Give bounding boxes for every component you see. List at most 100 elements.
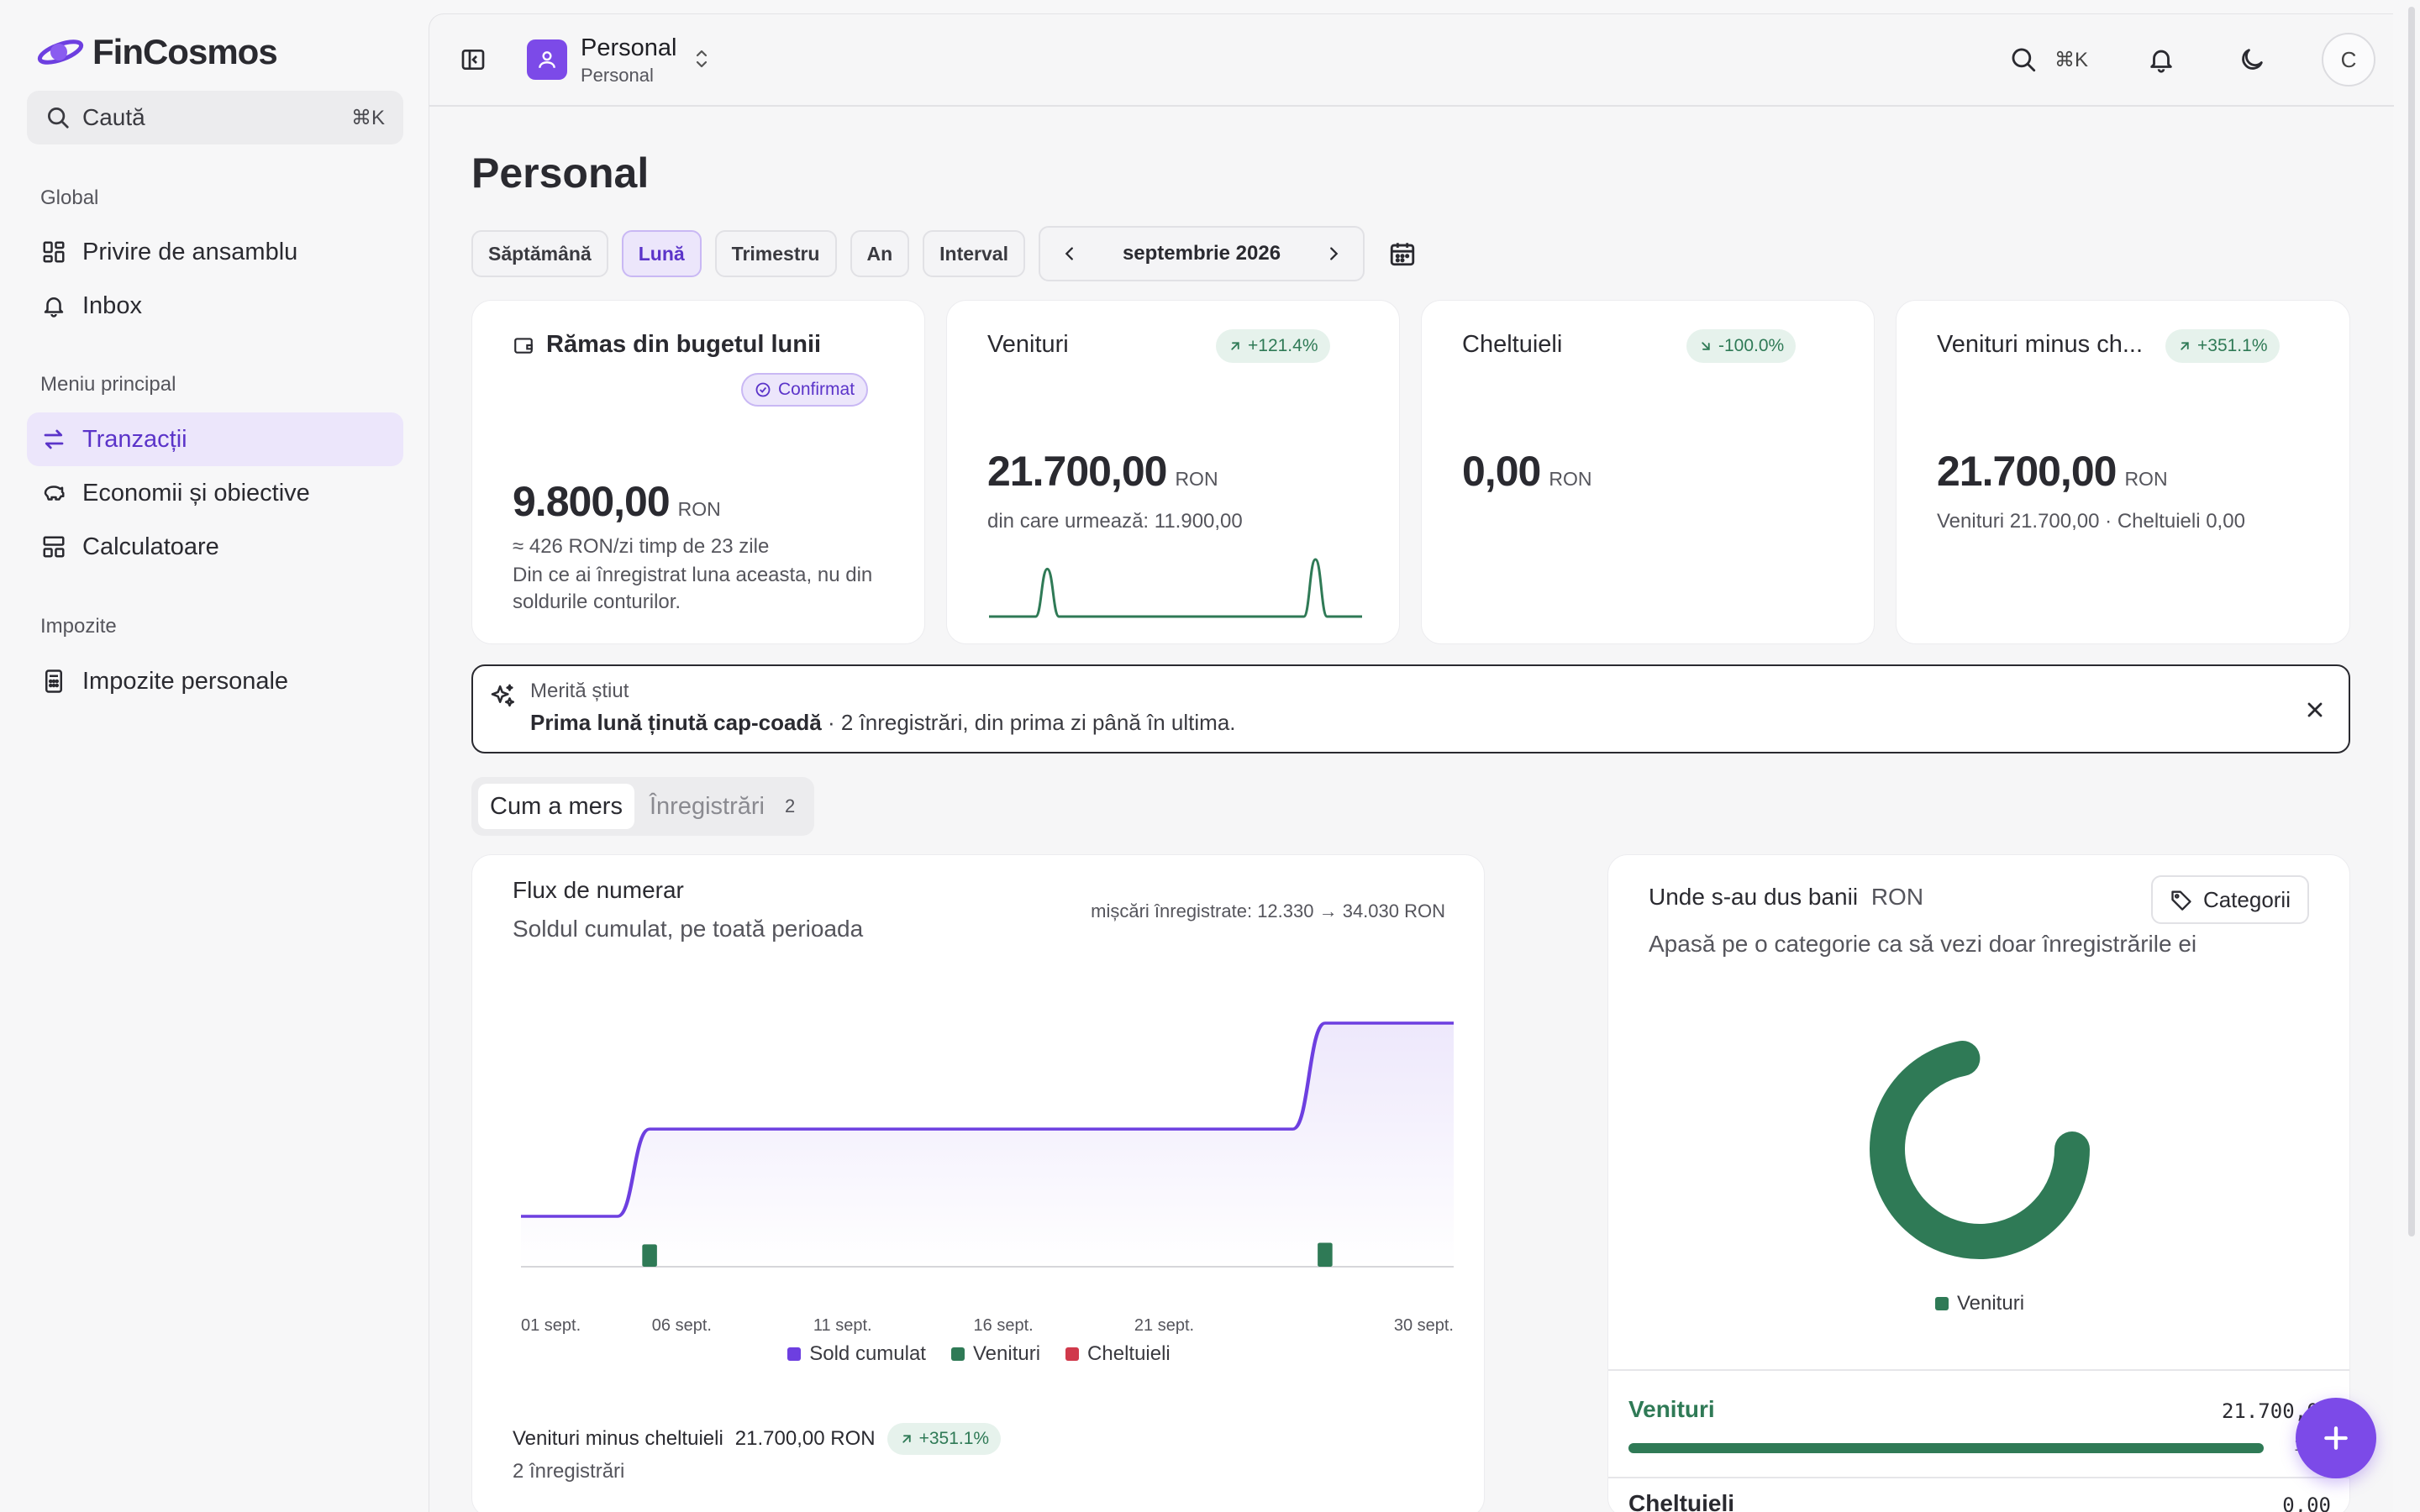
- main-panel: Personal Personal ⌘K C Personal Săptămân…: [429, 13, 2394, 1512]
- confirmed-badge-label: Confirmat: [778, 380, 855, 399]
- legend-balance[interactable]: Sold cumulat: [787, 1342, 926, 1366]
- income-card-title: Venituri: [987, 331, 1069, 358]
- workspace-subtitle: Personal: [581, 65, 654, 86]
- page-scrollbar[interactable]: [2408, 7, 2415, 1236]
- categories-currency: RON: [1870, 884, 1924, 910]
- period-week-button[interactable]: Săptămână: [471, 230, 608, 277]
- net-change-value: +351.1%: [2197, 336, 2268, 355]
- sidebar-item-calculators[interactable]: Calculatoare: [27, 520, 403, 574]
- x-tick-label: 21 sept.: [1134, 1316, 1194, 1335]
- current-period-label: septembrie 2026: [1122, 242, 1281, 265]
- period-quarter-button[interactable]: Trimestru: [714, 230, 837, 277]
- expenses-card[interactable]: Cheltuieli -100.0% 0,00 RON: [1421, 300, 1875, 644]
- calendar-icon[interactable]: [1388, 239, 1417, 268]
- plus-icon: [2324, 1426, 2348, 1450]
- donut-slice-income: [1870, 1040, 2090, 1259]
- workspace-switcher-button[interactable]: [692, 46, 712, 76]
- net-change-badge: +351.1%: [2165, 329, 2280, 363]
- tab-records[interactable]: Înregistrări 2: [650, 784, 795, 829]
- categories-title-row: Unde s-au dus banii RON: [1649, 884, 1923, 911]
- close-icon[interactable]: [2303, 698, 2327, 722]
- arrow-down-right-icon: [1702, 342, 1710, 350]
- sidebar-item-personal-taxes[interactable]: Impozite personale: [27, 654, 403, 708]
- search-shortcut-hint: ⌘K: [2054, 48, 2088, 71]
- budget-remaining-value: 9.800,00 RON: [513, 477, 721, 526]
- donut-legend[interactable]: Venituri: [1608, 1292, 2349, 1315]
- tab-records-label: Înregistrări: [650, 792, 765, 820]
- net-card[interactable]: Venituri minus ch... +351.1% 21.700,00 RO…: [1896, 300, 2350, 644]
- wallet-icon: [514, 338, 533, 354]
- legend-income[interactable]: Venituri: [950, 1342, 1040, 1366]
- period-month-button[interactable]: Lună: [621, 230, 702, 277]
- add-transaction-button[interactable]: [2296, 1398, 2376, 1478]
- net-value: 21.700,00 RON: [1937, 447, 2168, 496]
- budget-note-line1: Din ce ai înregistrat luna aceasta, nu d…: [513, 564, 873, 586]
- category-amount: 0,00: [2282, 1494, 2331, 1512]
- category-name: Cheltuieli: [1628, 1490, 1735, 1512]
- app-logo[interactable]: FinCosmos: [37, 32, 278, 72]
- category-progress-track: [1628, 1443, 2264, 1453]
- piggy-bank-icon: [40, 480, 67, 507]
- workspace-avatar[interactable]: [527, 39, 567, 80]
- period-interval-button[interactable]: Interval: [923, 230, 1025, 277]
- budget-value-number: 9.800,00: [513, 478, 671, 525]
- bell-icon[interactable]: [2147, 45, 2175, 74]
- moon-icon[interactable]: [2238, 45, 2266, 74]
- net-card-title: Venituri minus ch...: [1937, 331, 2143, 358]
- section-title-main-menu: Meniu principal: [40, 373, 176, 396]
- income-value-number: 21.700,00: [987, 448, 1167, 495]
- budget-note-line2: soldurile conturilor.: [513, 591, 681, 613]
- category-row-expenses[interactable]: Cheltuieli 0,00: [1628, 1480, 2331, 1512]
- tab-overview[interactable]: Cum a mers: [478, 784, 634, 829]
- sidebar-item-label: Economii și obiective: [82, 479, 310, 507]
- section-title-taxes: Impozite: [40, 615, 117, 638]
- income-change-value: +121.4%: [1248, 336, 1318, 355]
- sidebar-item-savings[interactable]: Economii și obiective: [27, 466, 403, 520]
- workspace-name[interactable]: Personal: [581, 34, 677, 61]
- category-progress-fill: [1628, 1443, 2264, 1453]
- budget-remaining-card[interactable]: Rămas din bugetul lunii Confirmat 9.800,…: [471, 300, 925, 644]
- income-value: 21.700,00 RON: [987, 447, 1218, 496]
- x-tick-label: 06 sept.: [652, 1316, 712, 1335]
- tab-records-count: 2: [785, 795, 796, 816]
- footer-value: 21.700,00 RON: [734, 1427, 876, 1450]
- expenses-card-title: Cheltuieli: [1462, 331, 1563, 358]
- sidebar-item-inbox[interactable]: Inbox: [27, 279, 403, 333]
- sidebar-toggle-button[interactable]: [460, 46, 487, 77]
- search-icon[interactable]: [2009, 45, 2038, 74]
- arrow-up-right-icon: [1231, 342, 1239, 350]
- net-breakdown: Venituri 21.700,00 · Cheltuieli 0,00: [1937, 510, 2245, 533]
- categories-button[interactable]: Categorii: [2150, 875, 2309, 924]
- insight-banner: Merită știut Prima lună ținută cap-coadă…: [471, 664, 2350, 753]
- donut-legend-label: Venituri: [1956, 1292, 2025, 1315]
- sidebar-item-label: Privire de ansamblu: [82, 238, 298, 265]
- view-tabs: Cum a mers Înregistrări 2: [471, 777, 814, 836]
- income-sparkline: [989, 558, 1362, 618]
- chevron-right-icon[interactable]: [1324, 244, 1343, 263]
- sidebar-collapse-icon: [461, 50, 485, 70]
- date-navigator: septembrie 2026: [1039, 226, 1365, 281]
- category-row-income[interactable]: Venituri 21.700,00 10: [1628, 1383, 2331, 1467]
- logo-icon: [37, 39, 84, 65]
- income-card[interactable]: Venituri +121.4% 21.700,00 RON din care u…: [946, 300, 1400, 644]
- sidebar-item-transactions[interactable]: Tranzacții: [27, 412, 403, 466]
- search-icon: [48, 108, 69, 129]
- currency-label: RON: [2124, 468, 2168, 490]
- divider: [1608, 1477, 2349, 1478]
- categories-donut-chart[interactable]: [1862, 1032, 2097, 1267]
- chevron-left-icon[interactable]: [1060, 244, 1079, 263]
- user-avatar[interactable]: C: [2322, 33, 2375, 87]
- sparkline-line: [989, 558, 1362, 618]
- cashflow-footer-count: 2 înregistrări: [513, 1460, 625, 1483]
- balance-line: [521, 1021, 1455, 1218]
- income-bar: [1318, 1242, 1333, 1267]
- categories-title: Unde s-au dus banii: [1649, 884, 1859, 910]
- sidebar: FinCosmos Caută ⌘K Global Privire de ans…: [0, 0, 429, 1512]
- footer-change-badge: +351.1%: [886, 1423, 1002, 1455]
- sidebar-item-overview[interactable]: Privire de ansamblu: [27, 225, 403, 279]
- sidebar-search[interactable]: Caută ⌘K: [27, 91, 403, 144]
- income-bar: [642, 1244, 657, 1267]
- cashflow-title: Flux de numerar: [513, 877, 684, 903]
- legend-expenses[interactable]: Cheltuieli: [1065, 1342, 1171, 1366]
- period-year-button[interactable]: An: [850, 230, 910, 277]
